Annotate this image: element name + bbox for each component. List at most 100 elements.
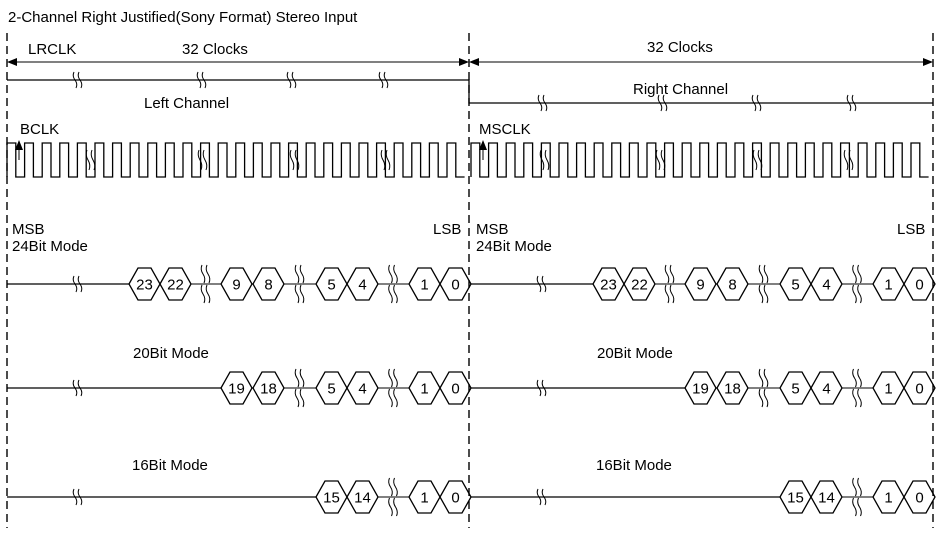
bit-cell: 4 [346,371,379,405]
lsb-right-label: LSB [897,221,925,238]
bit-cell: 1 [408,371,441,405]
data-rows: 23 22 9 8 5 4 1 0 23 22 9 8 5 4 1 0 19 18 5 4 1 0 19 18 5 4 1 0 15 14… [7,264,936,517]
mode-24bit-label-left: 24Bit Mode [12,238,88,255]
bit-cell: 23 [128,267,161,301]
left-clocks-label: 32 Clocks [182,41,248,58]
bit-number: 1 [420,277,428,294]
data-line-break-mark [536,275,547,293]
bit-number: 18 [724,381,741,398]
bit-gap-break-mark [852,497,862,517]
bit-cell: 1 [872,267,905,301]
bit-cell: 19 [684,371,717,405]
bit-gap-break-mark [388,388,398,408]
lrclk-break-mark [751,94,762,112]
mode-20bit-label-left: 20Bit Mode [133,345,209,362]
bit-number: 4 [358,277,366,294]
bit-gap-break-mark [294,264,305,284]
bit-number: 9 [232,277,240,294]
bit-number: 0 [915,381,923,398]
bit-number: 14 [354,490,371,507]
bit-gap-break-mark [852,264,862,284]
data-row-right: 15 14 1 0 [471,477,936,517]
bit-gap-break-mark [852,284,862,304]
msclk-label: MSCLK [479,121,531,138]
bit-number: 19 [228,381,245,398]
bit-number: 1 [884,490,892,507]
bit-number: 9 [696,277,704,294]
data-line-break-mark [536,488,547,506]
clock-break-mark [85,149,96,171]
bit-number: 22 [167,277,184,294]
bit-gap-break-mark [758,368,769,388]
bit-cell: 1 [408,267,441,301]
lrclk-waveform [7,71,933,112]
data-line-break-mark [72,379,83,397]
bit-gap-break-mark [388,368,398,388]
bit-cell: 19 [220,371,253,405]
bit-number: 22 [631,277,648,294]
data-row-right: 23 22 9 8 5 4 1 0 [471,264,936,304]
bit-gap-break-mark [388,284,398,304]
bit-cell: 9 [220,267,253,301]
bit-cell: 5 [779,371,812,405]
bit-number: 1 [420,381,428,398]
bit-cell: 0 [439,267,472,301]
bit-cell: 8 [716,267,749,301]
msb-left-label: MSB [12,221,45,238]
bit-gap-break-mark [388,264,398,284]
bit-gap-break-mark [852,477,862,497]
bit-gap-break-mark [294,388,305,408]
clock-break-mark [655,149,666,171]
bit-number: 15 [323,490,340,507]
clock-edge-arrow [479,140,487,150]
msb-right-label: MSB [476,221,509,238]
bit-number: 0 [915,277,923,294]
bit-cell: 1 [872,371,905,405]
clock-trace [470,142,929,178]
mode-16bit-label-left: 16Bit Mode [132,457,208,474]
bit-cell: 5 [315,371,348,405]
bit-gap-break-mark [664,264,675,284]
mode-16bit-label-right: 16Bit Mode [596,457,672,474]
bit-number: 1 [884,381,892,398]
bit-cell: 22 [159,267,192,301]
data-row-left: 23 22 9 8 5 4 1 0 [7,264,472,304]
bit-number: 8 [728,277,736,294]
bit-number: 8 [264,277,272,294]
bit-number: 14 [818,490,835,507]
data-row-right: 19 18 5 4 1 0 [471,368,936,408]
bit-number: 0 [451,490,459,507]
lrclk-break-mark [378,71,389,89]
bit-number: 5 [791,277,799,294]
lrclk-break-mark [286,71,297,89]
bit-gap-break-mark [664,284,675,304]
bit-cell: 8 [252,267,285,301]
lrclk-break-mark [846,94,857,112]
data-row-left: 19 18 5 4 1 0 [7,368,472,408]
right-span-arrow [469,58,933,66]
bit-number: 23 [600,277,617,294]
bit-gap-break-mark [200,284,211,304]
bit-cell: 14 [810,480,843,514]
bit-number: 0 [451,277,459,294]
bit-gap-break-mark [758,388,769,408]
bit-number: 1 [420,490,428,507]
left-channel-label: Left Channel [144,95,229,112]
clock-break-mark [539,149,550,171]
bit-cell: 5 [779,267,812,301]
clock-break-mark [752,149,763,171]
right-channel-label: Right Channel [633,81,728,98]
bit-number: 5 [327,277,335,294]
clock-break-mark [289,149,300,171]
bit-cell: 1 [408,480,441,514]
bit-cell: 0 [903,480,936,514]
data-line-break-mark [72,275,83,293]
bit-cell: 1 [872,480,905,514]
bit-gap-break-mark [200,264,211,284]
data-line-break-mark [536,379,547,397]
bit-number: 23 [136,277,153,294]
bit-clock-waveform [6,140,929,178]
data-line-break-mark [72,488,83,506]
bit-number: 5 [791,381,799,398]
